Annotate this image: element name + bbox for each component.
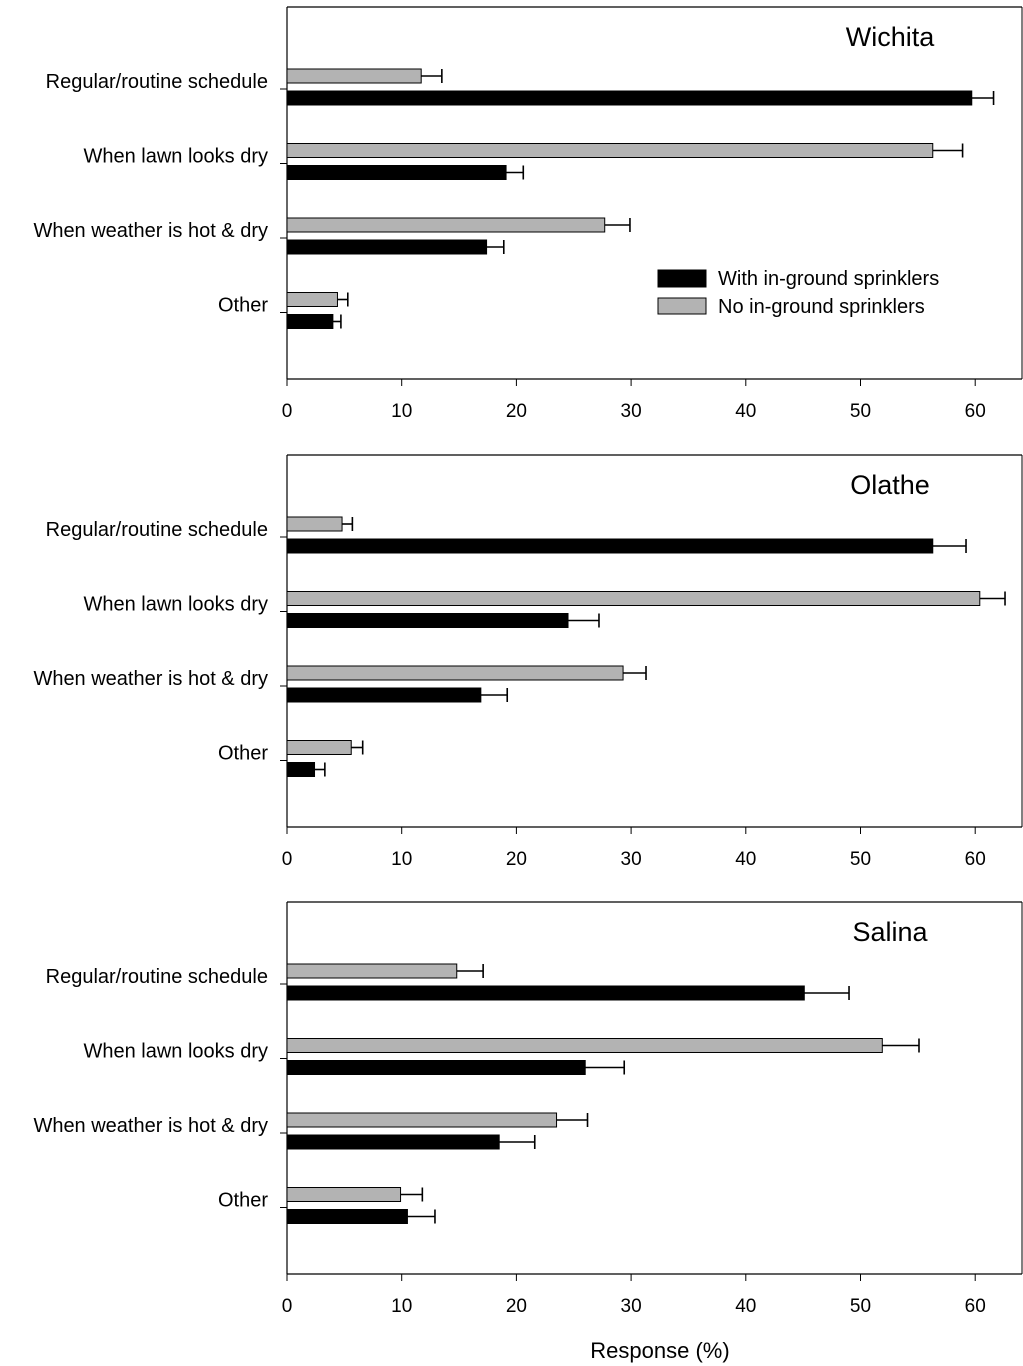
bar-with-sprinklers	[286, 613, 569, 628]
bar-no-sprinklers	[286, 143, 934, 158]
x-tick-label: 40	[735, 1296, 756, 1317]
bar-no-sprinklers	[286, 516, 343, 532]
bar-no-sprinklers	[286, 1112, 558, 1128]
x-tick-label: 30	[621, 401, 642, 422]
x-tick-label: 20	[506, 849, 527, 870]
legend-swatch-without	[657, 297, 707, 315]
x-tick-label: 10	[391, 401, 412, 422]
category-label: When weather is hot & dry	[33, 1115, 268, 1137]
x-tick-label: 0	[282, 1296, 293, 1317]
bar-with-sprinklers	[286, 687, 482, 703]
category-label: Other	[218, 1190, 268, 1212]
category-label: When weather is hot & dry	[33, 668, 268, 690]
legend-label-without: No in-ground sprinklers	[718, 296, 925, 318]
x-tick-label: 20	[506, 1296, 527, 1317]
category-label: Regular/routine schedule	[46, 71, 268, 93]
category-label: Regular/routine schedule	[46, 519, 268, 541]
panel-olathe: Olathe 0 10 20 30 40 50 60 Regular/routine sched…	[33, 454, 1023, 870]
category-label: When lawn looks dry	[83, 594, 268, 616]
category-label: When lawn looks dry	[83, 146, 268, 168]
x-tick-label: 40	[735, 401, 756, 422]
bar-no-sprinklers	[286, 591, 981, 606]
bar-no-sprinklers	[286, 740, 352, 755]
bar-no-sprinklers	[286, 217, 606, 233]
legend-label-with: With in-ground sprinklers	[718, 268, 939, 290]
category-label: When lawn looks dry	[83, 1041, 268, 1063]
x-tick-label: 50	[850, 401, 871, 422]
bar-no-sprinklers	[286, 1187, 402, 1202]
category-label: Regular/routine schedule	[46, 966, 268, 988]
chart-panels: Wichita 0 10 20 30 40 50 60 Regular/routine sche…	[33, 6, 1023, 1317]
x-tick-label: 0	[282, 849, 293, 870]
legend: With in-ground sprinklers No in-ground s…	[657, 268, 939, 318]
category-label: Other	[218, 743, 268, 765]
bar-with-sprinklers	[286, 90, 973, 106]
bar-no-sprinklers	[286, 68, 422, 84]
legend-swatch-with	[657, 269, 707, 288]
bar-with-sprinklers	[286, 165, 507, 180]
bar-no-sprinklers	[286, 1038, 883, 1053]
x-tick-label: 60	[965, 849, 986, 870]
x-tick-label: 60	[965, 1296, 986, 1317]
bar-with-sprinklers	[286, 1209, 408, 1224]
bar-with-sprinklers	[286, 1060, 586, 1075]
x-tick-label: 10	[391, 1296, 412, 1317]
panel-salina: Salina 0 10 20 30 40 50 60 Regular/routine sched…	[33, 901, 1023, 1317]
x-tick-label: 20	[506, 401, 527, 422]
bar-no-sprinklers	[286, 963, 458, 979]
bar-with-sprinklers	[286, 538, 934, 554]
bar-with-sprinklers	[286, 314, 334, 329]
bar-with-sprinklers	[286, 985, 805, 1001]
panel-title: Olathe	[850, 470, 930, 500]
panel-title: Wichita	[846, 22, 935, 52]
x-tick-label: 60	[965, 401, 986, 422]
category-label: When weather is hot & dry	[33, 220, 268, 242]
x-tick-label: 40	[735, 849, 756, 870]
x-tick-label: 50	[850, 849, 871, 870]
x-tick-label: 10	[391, 849, 412, 870]
bar-no-sprinklers	[286, 292, 338, 307]
category-label: Other	[218, 295, 268, 317]
bar-with-sprinklers	[286, 239, 488, 255]
panel-wichita: Wichita 0 10 20 30 40 50 60 Regular/routine sche…	[33, 6, 1023, 422]
bar-with-sprinklers	[286, 1134, 500, 1150]
panel-title: Salina	[852, 917, 928, 947]
x-tick-label: 30	[621, 1296, 642, 1317]
x-tick-label: 30	[621, 849, 642, 870]
x-tick-label: 50	[850, 1296, 871, 1317]
bar-no-sprinklers	[286, 665, 624, 681]
x-tick-label: 0	[282, 401, 293, 422]
x-axis-label: Response (%)	[590, 1338, 729, 1363]
bar-with-sprinklers	[286, 762, 316, 777]
